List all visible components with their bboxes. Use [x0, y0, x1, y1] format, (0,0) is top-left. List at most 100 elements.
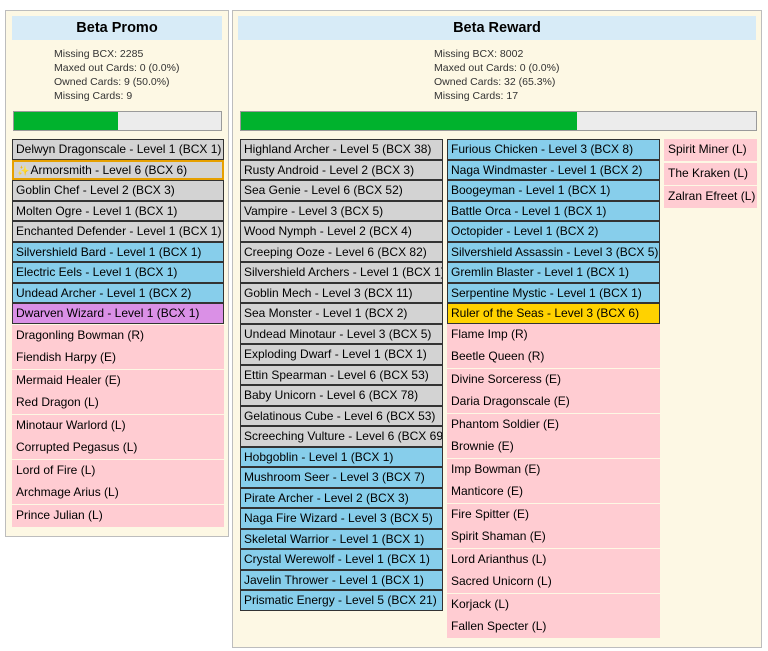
beta-promo-panel: Beta Promo Missing BCX: 2285 Maxed out C…: [5, 10, 229, 537]
card-label: Hobgoblin - Level 1 (BCX 1): [244, 449, 394, 464]
owned-card[interactable]: Furious Chicken - Level 3 (BCX 8): [447, 139, 660, 160]
missing-card[interactable]: Corrupted Pegasus (L): [12, 437, 224, 459]
owned-card[interactable]: Ruler of the Seas - Level 3 (BCX 6): [447, 303, 660, 324]
owned-card[interactable]: Vampire - Level 3 (BCX 5): [240, 200, 443, 221]
missing-card[interactable]: Fallen Specter (L): [447, 616, 660, 638]
owned-card[interactable]: Crystal Werewolf - Level 1 (BCX 1): [240, 549, 443, 570]
card-label: Gremlin Blaster - Level 1 (BCX 1): [451, 265, 630, 279]
missing-card[interactable]: Lord Arianthus (L): [447, 548, 660, 571]
owned-card[interactable]: Prismatic Energy - Level 5 (BCX 21): [240, 590, 443, 611]
missing-card[interactable]: Daria Dragonscale (E): [447, 391, 660, 413]
card-label: Furious Chicken - Level 3 (BCX 8): [451, 142, 634, 156]
card-label: Lord Arianthus (L): [451, 551, 547, 566]
beta-reward-title: Beta Reward: [238, 16, 756, 40]
sparkle-icon: ✨: [17, 165, 30, 177]
missing-card[interactable]: Red Dragon (L): [12, 392, 224, 414]
owned-card[interactable]: Rusty Android - Level 2 (BCX 3): [240, 159, 443, 180]
owned-card[interactable]: Boogeyman - Level 1 (BCX 1): [447, 180, 660, 201]
owned-card[interactable]: Undead Minotaur - Level 3 (BCX 5): [240, 323, 443, 344]
card-label: Gelatinous Cube - Level 6 (BCX 53): [244, 408, 436, 423]
card-label: Exploding Dwarf - Level 1 (BCX 1): [244, 347, 427, 361]
missing-card[interactable]: Sacred Unicorn (L): [447, 571, 660, 593]
beta-promo-stats: Missing BCX: 2285 Maxed out Cards: 0 (0.…: [54, 47, 179, 103]
card-label: Flame Imp (R): [451, 326, 528, 341]
owned-card[interactable]: Silvershield Archers - Level 1 (BCX 1): [240, 262, 443, 283]
missing-card[interactable]: The Kraken (L): [664, 162, 757, 185]
owned-card[interactable]: Goblin Chef - Level 2 (BCX 3): [12, 180, 224, 201]
promo-missing-cards: Missing Cards: 9: [54, 90, 133, 102]
owned-card[interactable]: Javelin Thrower - Level 1 (BCX 1): [240, 569, 443, 590]
owned-card[interactable]: Octopider - Level 1 (BCX 2): [447, 221, 660, 242]
missing-card[interactable]: Dragonling Bowman (R): [12, 324, 224, 347]
owned-card[interactable]: Baby Unicorn - Level 6 (BCX 78): [240, 385, 443, 406]
card-label: Silvershield Bard - Level 1 (BCX 1): [16, 244, 202, 259]
owned-card[interactable]: Electric Eels - Level 1 (BCX 1): [12, 262, 224, 283]
card-label: Vampire - Level 3 (BCX 5): [244, 203, 384, 218]
owned-card[interactable]: Creeping Ooze - Level 6 (BCX 82): [240, 241, 443, 262]
owned-card[interactable]: Naga Windmaster - Level 1 (BCX 2): [447, 159, 660, 180]
card-label: Sea Genie - Level 6 (BCX 52): [244, 183, 403, 197]
owned-card[interactable]: Naga Fire Wizard - Level 3 (BCX 5): [240, 508, 443, 529]
owned-card[interactable]: Molten Ogre - Level 1 (BCX 1): [12, 200, 224, 221]
missing-card[interactable]: Spirit Miner (L): [664, 139, 757, 161]
owned-card[interactable]: ✨Armorsmith - Level 6 (BCX 6): [12, 159, 224, 180]
missing-card[interactable]: Fire Spitter (E): [447, 503, 660, 526]
owned-card[interactable]: Delwyn Dragonscale - Level 1 (BCX 1): [12, 139, 224, 160]
missing-card[interactable]: Brownie (E): [447, 436, 660, 458]
owned-card[interactable]: Sea Monster - Level 1 (BCX 2): [240, 303, 443, 324]
owned-card[interactable]: Sea Genie - Level 6 (BCX 52): [240, 180, 443, 201]
card-label: Pirate Archer - Level 2 (BCX 3): [244, 490, 409, 505]
card-label: Undead Archer - Level 1 (BCX 2): [16, 285, 192, 300]
owned-card[interactable]: Mushroom Seer - Level 3 (BCX 7): [240, 467, 443, 488]
card-label: Goblin Chef - Level 2 (BCX 3): [16, 183, 175, 197]
missing-card[interactable]: Flame Imp (R): [447, 323, 660, 346]
card-label: Corrupted Pegasus (L): [16, 440, 138, 454]
missing-card[interactable]: Prince Julian (L): [12, 504, 224, 527]
owned-card[interactable]: Enchanted Defender - Level 1 (BCX 1): [12, 221, 224, 242]
owned-card[interactable]: Ettin Spearman - Level 6 (BCX 53): [240, 364, 443, 385]
card-label: Zalran Efreet (L): [668, 189, 756, 203]
owned-card[interactable]: Silvershield Assassin - Level 3 (BCX 5): [447, 241, 660, 262]
missing-card[interactable]: Imp Bowman (E): [447, 458, 660, 481]
missing-card[interactable]: Korjack (L): [447, 593, 660, 616]
owned-card[interactable]: Battle Orca - Level 1 (BCX 1): [447, 200, 660, 221]
missing-card[interactable]: Divine Sorceress (E): [447, 368, 660, 391]
owned-card[interactable]: Serpentine Mystic - Level 1 (BCX 1): [447, 282, 660, 303]
missing-card[interactable]: Manticore (E): [447, 481, 660, 503]
reward-progress-bar: [240, 111, 757, 131]
missing-card[interactable]: Spirit Shaman (E): [447, 526, 660, 548]
missing-card[interactable]: Lord of Fire (L): [12, 459, 224, 482]
missing-card[interactable]: Phantom Soldier (E): [447, 413, 660, 436]
owned-card[interactable]: Goblin Mech - Level 3 (BCX 11): [240, 282, 443, 303]
card-label: Boogeyman - Level 1 (BCX 1): [451, 183, 611, 197]
card-label: Screeching Vulture - Level 6 (BCX 69): [244, 429, 443, 443]
card-label: Rusty Android - Level 2 (BCX 3): [244, 162, 415, 177]
owned-card[interactable]: Screeching Vulture - Level 6 (BCX 69): [240, 426, 443, 447]
beta-reward-panel: Beta Reward Missing BCX: 8002 Maxed out …: [232, 10, 762, 648]
owned-card[interactable]: Gelatinous Cube - Level 6 (BCX 53): [240, 405, 443, 426]
missing-card[interactable]: Fiendish Harpy (E): [12, 347, 224, 369]
owned-card[interactable]: Skeletal Warrior - Level 1 (BCX 1): [240, 528, 443, 549]
owned-card[interactable]: Highland Archer - Level 5 (BCX 38): [240, 139, 443, 160]
missing-card[interactable]: Zalran Efreet (L): [664, 186, 757, 208]
card-label: Minotaur Warlord (L): [16, 417, 126, 432]
owned-card[interactable]: Undead Archer - Level 1 (BCX 2): [12, 282, 224, 303]
promo-owned-cards: Owned Cards: 9 (50.0%): [54, 76, 170, 88]
owned-card[interactable]: Pirate Archer - Level 2 (BCX 3): [240, 487, 443, 508]
owned-card[interactable]: Dwarven Wizard - Level 1 (BCX 1): [12, 303, 224, 324]
card-label: Dwarven Wizard - Level 1 (BCX 1): [16, 306, 200, 320]
owned-card[interactable]: Hobgoblin - Level 1 (BCX 1): [240, 446, 443, 467]
missing-card[interactable]: Archmage Arius (L): [12, 482, 224, 504]
beta-reward-stats: Missing BCX: 8002 Maxed out Cards: 0 (0.…: [434, 47, 559, 103]
owned-card[interactable]: Gremlin Blaster - Level 1 (BCX 1): [447, 262, 660, 283]
missing-card[interactable]: Minotaur Warlord (L): [12, 414, 224, 437]
missing-card[interactable]: Mermaid Healer (E): [12, 369, 224, 392]
owned-card[interactable]: Wood Nymph - Level 2 (BCX 4): [240, 221, 443, 242]
missing-card[interactable]: Beetle Queen (R): [447, 346, 660, 368]
owned-card[interactable]: Exploding Dwarf - Level 1 (BCX 1): [240, 344, 443, 365]
owned-card[interactable]: Silvershield Bard - Level 1 (BCX 1): [12, 241, 224, 262]
card-label: Daria Dragonscale (E): [451, 394, 570, 408]
card-label: Fire Spitter (E): [451, 506, 530, 521]
card-label: Korjack (L): [451, 596, 510, 611]
card-label: Wood Nymph - Level 2 (BCX 4): [244, 224, 412, 238]
